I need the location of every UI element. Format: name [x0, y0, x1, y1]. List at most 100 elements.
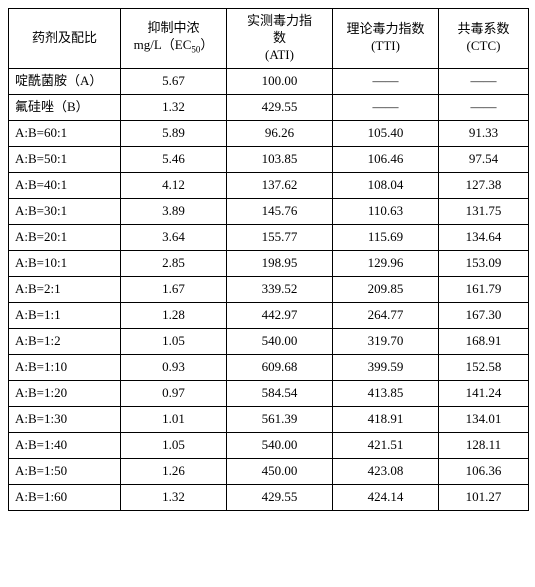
table-row: 啶酰菌胺（A）5.67100.00————: [9, 68, 529, 94]
cell-ctc: 134.64: [439, 224, 529, 250]
cell-ctc: ——: [439, 68, 529, 94]
cell-ati: 540.00: [227, 328, 333, 354]
cell-tti: 129.96: [333, 250, 439, 276]
cell-ec50: 5.46: [121, 146, 227, 172]
cell-tti: 413.85: [333, 380, 439, 406]
cell-ec50: 1.32: [121, 484, 227, 510]
cell-agent-ratio: A:B=1:30: [9, 406, 121, 432]
header-agent-ratio: 药剂及配比: [9, 9, 121, 69]
cell-tti: ——: [333, 94, 439, 120]
cell-agent-ratio: A:B=60:1: [9, 120, 121, 146]
cell-ctc: 128.11: [439, 432, 529, 458]
cell-agent-ratio: A:B=1:50: [9, 458, 121, 484]
table-row: A:B=2:11.67339.52209.85161.79: [9, 276, 529, 302]
cell-tti: 399.59: [333, 354, 439, 380]
cell-ctc: 97.54: [439, 146, 529, 172]
header-tti: 理论毒力指数(TTI): [333, 9, 439, 69]
cell-tti: 209.85: [333, 276, 439, 302]
cell-ctc: 141.24: [439, 380, 529, 406]
cell-agent-ratio: A:B=10:1: [9, 250, 121, 276]
cell-ctc: 131.75: [439, 198, 529, 224]
cell-ctc: 168.91: [439, 328, 529, 354]
cell-ati: 429.55: [227, 484, 333, 510]
cell-agent-ratio: A:B=1:40: [9, 432, 121, 458]
table-row: A:B=1:200.97584.54413.85141.24: [9, 380, 529, 406]
cell-agent-ratio: A:B=20:1: [9, 224, 121, 250]
table-row: A:B=1:301.01561.39418.91134.01: [9, 406, 529, 432]
table-row: A:B=1:11.28442.97264.77167.30: [9, 302, 529, 328]
cell-ati: 100.00: [227, 68, 333, 94]
cell-tti: 421.51: [333, 432, 439, 458]
table-body: 啶酰菌胺（A）5.67100.00————氟硅唑（B）1.32429.55———…: [9, 68, 529, 510]
cell-tti: 105.40: [333, 120, 439, 146]
cell-ctc: 127.38: [439, 172, 529, 198]
cell-ec50: 1.26: [121, 458, 227, 484]
cell-ec50: 4.12: [121, 172, 227, 198]
cell-agent-ratio: A:B=1:20: [9, 380, 121, 406]
table-row: 氟硅唑（B）1.32429.55————: [9, 94, 529, 120]
cell-agent-ratio: A:B=40:1: [9, 172, 121, 198]
table-row: A:B=60:15.8996.26105.4091.33: [9, 120, 529, 146]
cell-ec50: 1.67: [121, 276, 227, 302]
table-row: A:B=1:401.05540.00421.51128.11: [9, 432, 529, 458]
header-ati: 实测毒力指数(ATI): [227, 9, 333, 69]
cell-ec50: 1.28: [121, 302, 227, 328]
cell-agent-ratio: A:B=1:2: [9, 328, 121, 354]
cell-ec50: 2.85: [121, 250, 227, 276]
cell-ati: 584.54: [227, 380, 333, 406]
cell-ati: 96.26: [227, 120, 333, 146]
cell-tti: 264.77: [333, 302, 439, 328]
cell-ec50: 1.01: [121, 406, 227, 432]
cell-ec50: 5.67: [121, 68, 227, 94]
cell-tti: 110.63: [333, 198, 439, 224]
cell-ec50: 1.05: [121, 328, 227, 354]
cell-agent-ratio: 啶酰菌胺（A）: [9, 68, 121, 94]
cell-ati: 609.68: [227, 354, 333, 380]
cell-ec50: 1.05: [121, 432, 227, 458]
cell-ctc: 134.01: [439, 406, 529, 432]
cell-agent-ratio: A:B=1:1: [9, 302, 121, 328]
cell-ec50: 0.93: [121, 354, 227, 380]
table-row: A:B=40:14.12137.62108.04127.38: [9, 172, 529, 198]
toxicity-table: 药剂及配比 抑制中浓mg/L（EC50） 实测毒力指数(ATI) 理论毒力指数(…: [8, 8, 529, 511]
cell-agent-ratio: 氟硅唑（B）: [9, 94, 121, 120]
table-row: A:B=30:13.89145.76110.63131.75: [9, 198, 529, 224]
cell-ati: 442.97: [227, 302, 333, 328]
cell-tti: 108.04: [333, 172, 439, 198]
cell-agent-ratio: A:B=2:1: [9, 276, 121, 302]
cell-ctc: 91.33: [439, 120, 529, 146]
cell-agent-ratio: A:B=1:60: [9, 484, 121, 510]
cell-ec50: 3.89: [121, 198, 227, 224]
cell-ati: 450.00: [227, 458, 333, 484]
table-row: A:B=50:15.46103.85106.4697.54: [9, 146, 529, 172]
cell-ati: 103.85: [227, 146, 333, 172]
cell-tti: 424.14: [333, 484, 439, 510]
header-ec50: 抑制中浓mg/L（EC50）: [121, 9, 227, 69]
cell-ec50: 3.64: [121, 224, 227, 250]
table-header-row: 药剂及配比 抑制中浓mg/L（EC50） 实测毒力指数(ATI) 理论毒力指数(…: [9, 9, 529, 69]
table-row: A:B=10:12.85198.95129.96153.09: [9, 250, 529, 276]
cell-ati: 198.95: [227, 250, 333, 276]
cell-ctc: 167.30: [439, 302, 529, 328]
cell-ati: 155.77: [227, 224, 333, 250]
cell-ctc: ——: [439, 94, 529, 120]
cell-ati: 429.55: [227, 94, 333, 120]
table-row: A:B=1:21.05540.00319.70168.91: [9, 328, 529, 354]
cell-agent-ratio: A:B=1:10: [9, 354, 121, 380]
cell-ati: 145.76: [227, 198, 333, 224]
cell-agent-ratio: A:B=30:1: [9, 198, 121, 224]
cell-ec50: 5.89: [121, 120, 227, 146]
cell-ctc: 153.09: [439, 250, 529, 276]
cell-tti: 106.46: [333, 146, 439, 172]
cell-tti: 418.91: [333, 406, 439, 432]
cell-ati: 339.52: [227, 276, 333, 302]
cell-agent-ratio: A:B=50:1: [9, 146, 121, 172]
table-row: A:B=1:601.32429.55424.14101.27: [9, 484, 529, 510]
cell-tti: 115.69: [333, 224, 439, 250]
cell-ctc: 161.79: [439, 276, 529, 302]
cell-ctc: 152.58: [439, 354, 529, 380]
table-row: A:B=20:13.64155.77115.69134.64: [9, 224, 529, 250]
cell-ati: 561.39: [227, 406, 333, 432]
cell-tti: ——: [333, 68, 439, 94]
cell-ati: 540.00: [227, 432, 333, 458]
